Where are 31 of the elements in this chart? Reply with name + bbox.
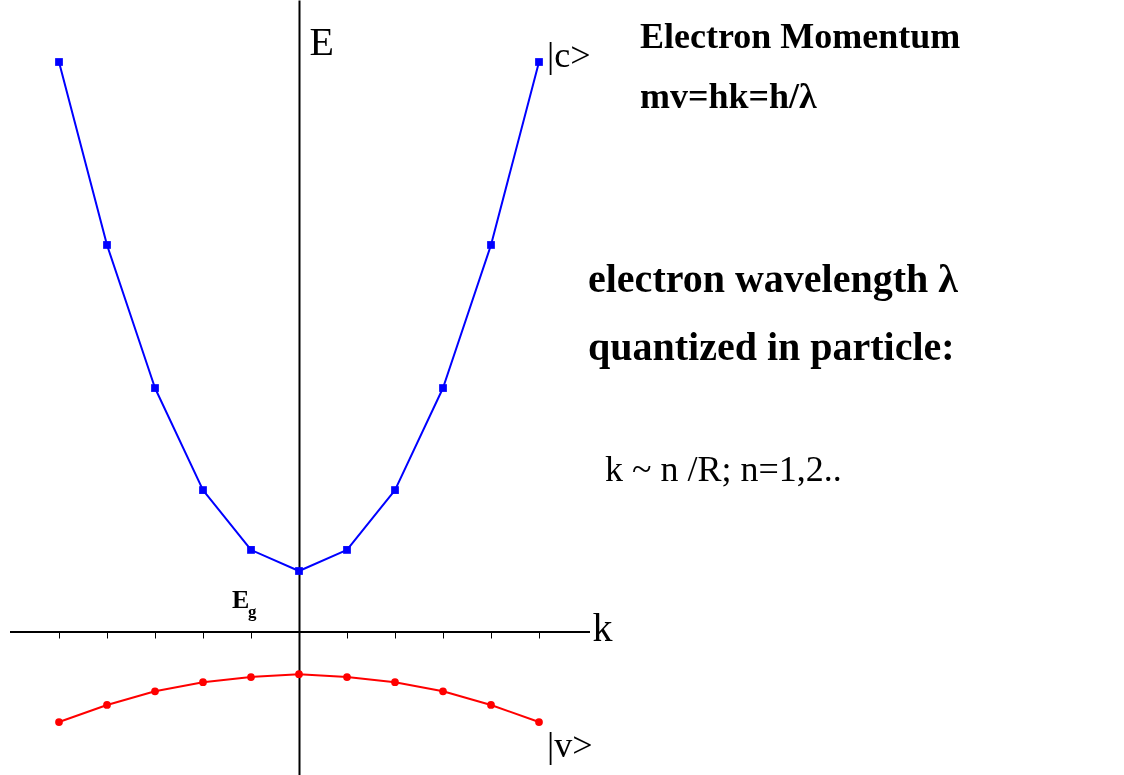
point: [439, 384, 447, 392]
point: [103, 701, 111, 709]
point: [487, 241, 495, 249]
point: [199, 486, 207, 494]
point: [247, 673, 255, 681]
point: [103, 241, 111, 249]
point: [439, 687, 447, 696]
point: [55, 58, 63, 66]
point: [55, 718, 63, 726]
point: [487, 701, 495, 709]
point: [199, 678, 207, 687]
point: [247, 546, 255, 554]
point: [535, 718, 543, 726]
text: mv=hk=h/λ: [640, 76, 818, 116]
point: [151, 687, 159, 696]
y-axis-title: E: [309, 18, 334, 64]
point: [151, 384, 159, 392]
point: [535, 58, 543, 66]
text: k ~ n /R; n=1,2..: [605, 449, 842, 489]
point: [343, 546, 351, 554]
point: [295, 567, 303, 575]
point: [295, 670, 303, 679]
series-label: |v>: [547, 725, 593, 766]
series-label: |c>: [547, 35, 591, 75]
point: [343, 673, 351, 681]
annotation: quantized in particle:: [588, 324, 955, 369]
point: [391, 678, 399, 687]
text: Electron Momentum: [640, 16, 961, 56]
x-axis-title: k: [592, 604, 613, 650]
point: [391, 486, 399, 494]
annotation: electron wavelength λ: [588, 256, 959, 301]
